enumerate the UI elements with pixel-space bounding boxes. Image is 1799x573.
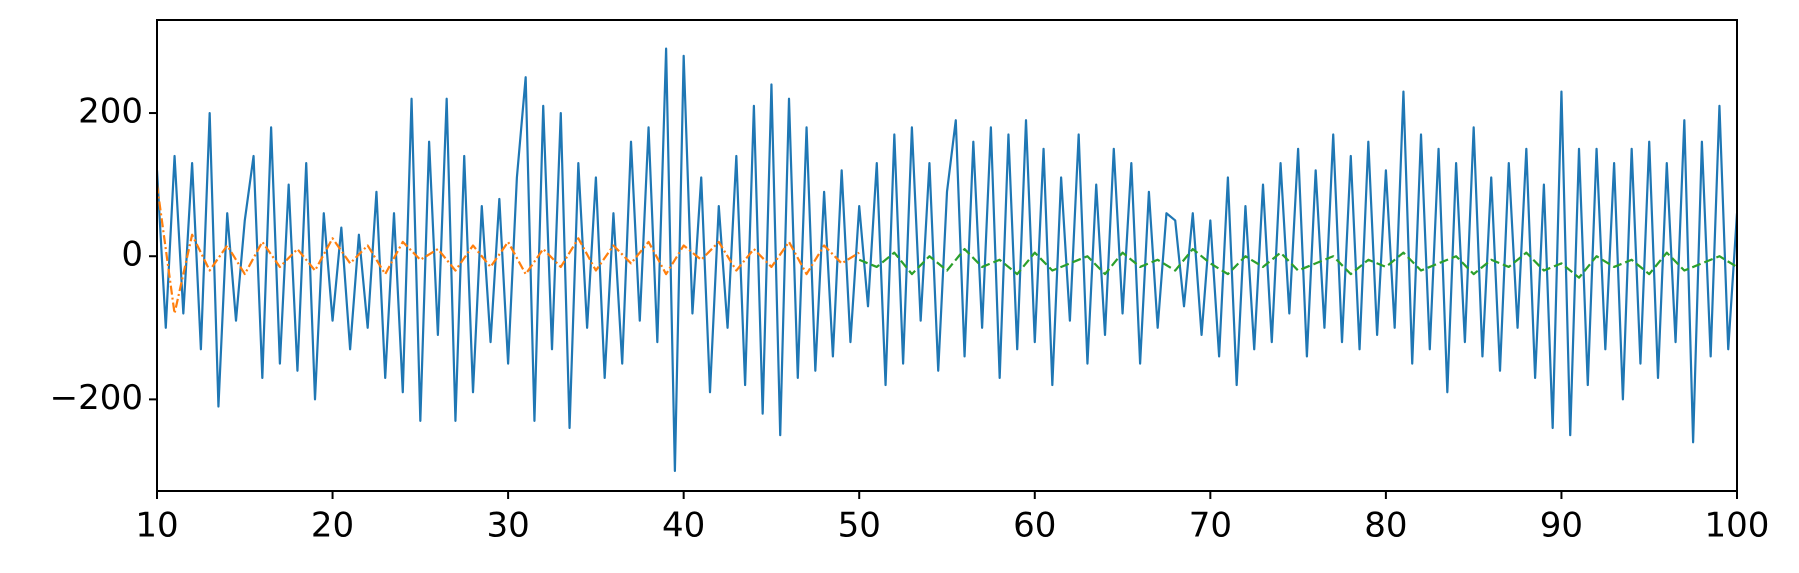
x-tick-label: 60 [1013, 506, 1056, 546]
x-tick-label: 70 [1189, 506, 1232, 546]
y-tick-label: −200 [50, 378, 143, 418]
y-tick-label: 200 [78, 92, 143, 132]
series-line [157, 47, 1737, 473]
x-tick-label: 50 [838, 506, 881, 546]
x-tick-label: 30 [486, 506, 529, 546]
x-tick-label: 100 [1705, 506, 1770, 546]
x-tick-label: 90 [1540, 506, 1583, 546]
series-line [157, 184, 860, 315]
x-tick-label: 10 [135, 506, 178, 546]
axes-frame [156, 19, 1738, 492]
x-tick-label: 80 [1364, 506, 1407, 546]
x-tick-label: 20 [311, 506, 354, 546]
y-tick-label: 0 [121, 235, 143, 275]
series-line [858, 247, 1737, 279]
x-tick-label: 40 [662, 506, 705, 546]
plot-area [157, 47, 1737, 473]
